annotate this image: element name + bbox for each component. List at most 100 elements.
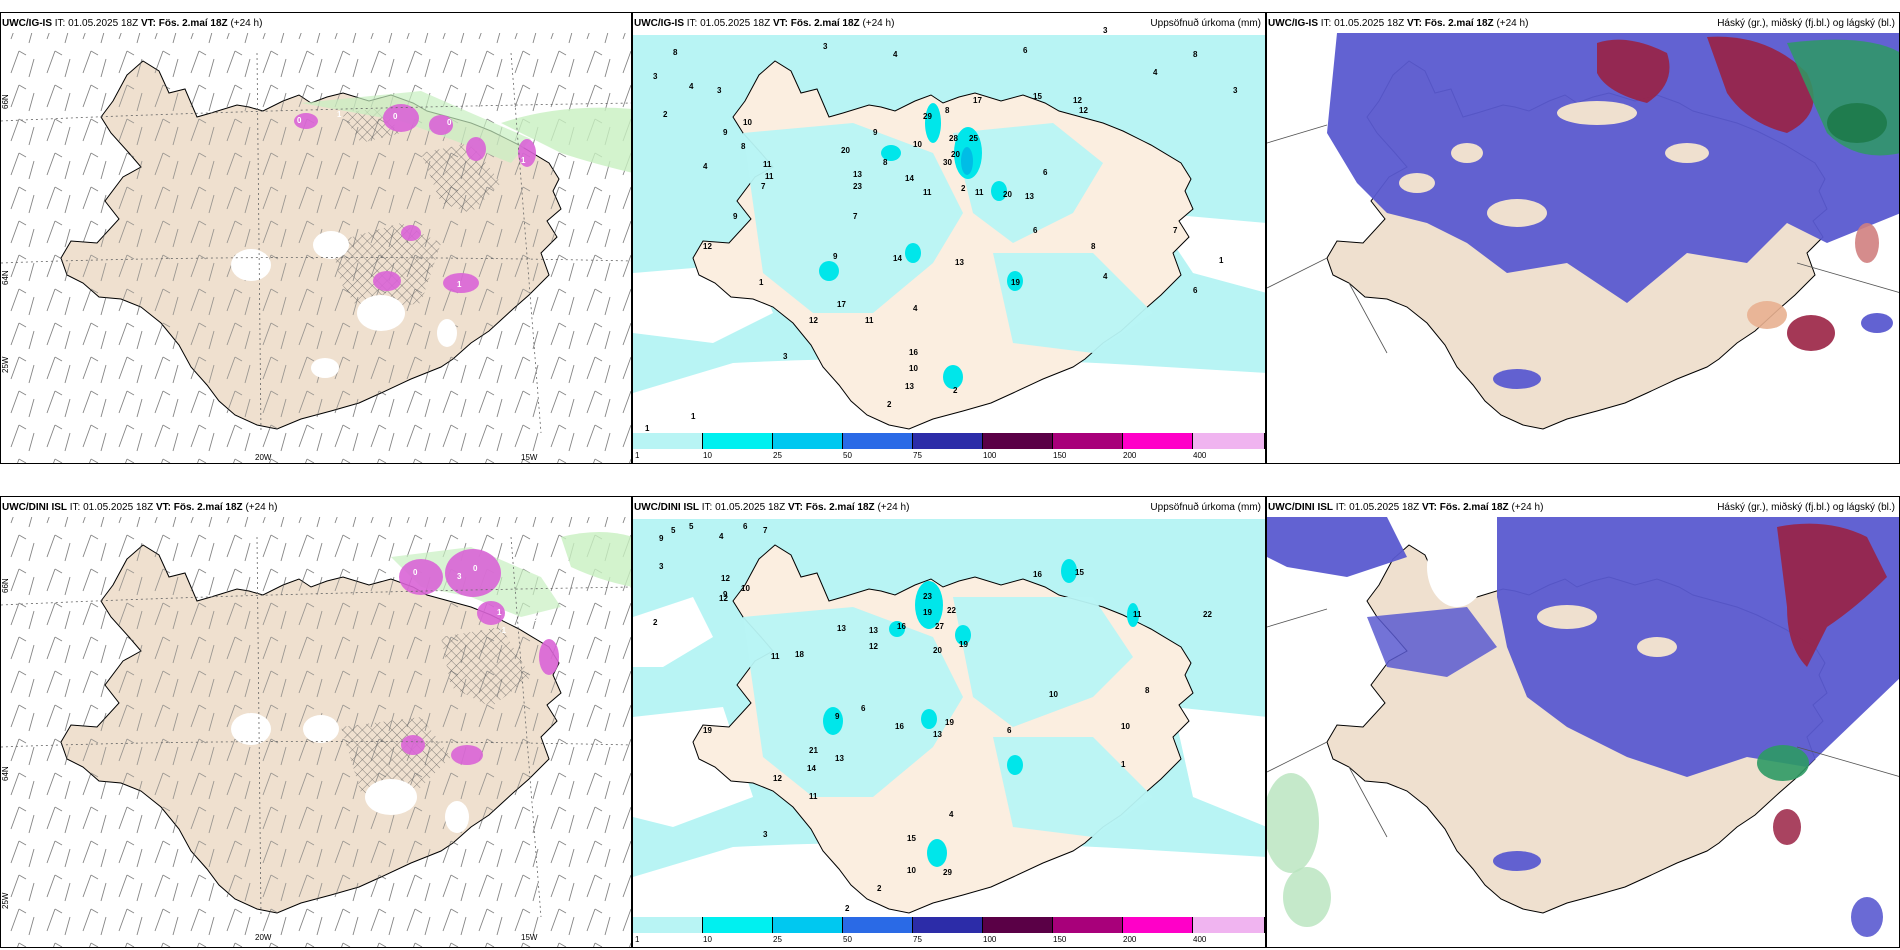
snow-label: -1 xyxy=(499,626,507,635)
precip-map: 9 5 5 6 7 3 4 2 12 10 9 23 19 22 27 16 1… xyxy=(633,519,1265,914)
snow-label: 1 xyxy=(337,110,342,119)
precip-value: 2 xyxy=(961,184,966,193)
precip-value: 6 xyxy=(1007,726,1012,735)
precip-value: 12 xyxy=(809,316,818,325)
precip-value: 4 xyxy=(703,162,708,171)
precip-value: 12 xyxy=(773,774,782,783)
precip-value: 6 xyxy=(743,522,748,531)
lon-label-20w: 20W xyxy=(255,933,272,942)
colorbar-tick: 1 xyxy=(635,935,640,944)
precip-value: 4 xyxy=(893,50,898,59)
colorbar-tick: 75 xyxy=(913,935,922,944)
precip-value: 23 xyxy=(853,182,862,191)
precip-panel-row2: UWC/DINI ISL IT: 01.05.2025 18Z VT: Fös.… xyxy=(632,496,1266,948)
colorbar-cell xyxy=(1053,433,1123,449)
precip-value: 10 xyxy=(907,866,916,875)
precip-value: 7 xyxy=(761,182,766,191)
snow-label: 2 xyxy=(541,624,546,633)
snow-label: 3 xyxy=(457,572,462,581)
precip-value: 13 xyxy=(955,258,964,267)
lat-label-25w: 25W xyxy=(1,892,10,909)
snow-label: 0 xyxy=(393,112,398,121)
precip-value: 19 xyxy=(923,608,932,617)
precip-value: 3 xyxy=(1233,86,1238,95)
colorbar-cell xyxy=(633,917,703,933)
precip-value: 8 xyxy=(1145,686,1150,695)
precip-value: 13 xyxy=(869,626,878,635)
precip-value: 29 xyxy=(943,868,952,877)
cloud-map xyxy=(1267,517,1899,947)
precip-value: 9 xyxy=(873,128,878,137)
precip-value: 21 xyxy=(809,746,818,755)
snow-label: 1 xyxy=(497,608,502,617)
precip-value: 3 xyxy=(653,72,658,81)
colorbar-tick: 100 xyxy=(983,935,997,944)
lat-label-66: 66N xyxy=(1,94,10,109)
panel-title: Háský (gr.), miðský (fj.bl.) og lágský (… xyxy=(1717,18,1895,29)
lat-label-66: 66N xyxy=(1,578,10,593)
precip-value: 9 xyxy=(659,534,664,543)
wind-panel-row1: UWC/IG-IS IT: 01.05.2025 18Z VT: Fös. 2.… xyxy=(0,12,632,464)
precip-value: 3 xyxy=(717,86,722,95)
precip-panel-row1: UWC/IG-IS IT: 01.05.2025 18Z VT: Fös. 2.… xyxy=(632,12,1266,464)
precip-value: 16 xyxy=(895,722,904,731)
panel-title: Uppsöfnuð úrkoma (mm) xyxy=(1150,502,1261,513)
precip-value: 20 xyxy=(933,646,942,655)
lon-label-15w: 15W xyxy=(521,453,538,462)
precip-value: 6 xyxy=(1193,286,1198,295)
precip-value: 12 xyxy=(869,642,878,651)
precip-value: 3 xyxy=(783,352,788,361)
snow-label: 0 xyxy=(413,568,418,577)
wind-map: 0 3 0 2 1 2 -1 xyxy=(1,517,631,947)
precip-value: 13 xyxy=(1025,192,1034,201)
precip-value: 3 xyxy=(1103,26,1108,35)
precip-value: 9 xyxy=(833,252,838,261)
colorbar-tick: 50 xyxy=(843,935,852,944)
precip-value: 9 xyxy=(723,128,728,137)
precip-value: 4 xyxy=(719,532,724,541)
colorbar-cell xyxy=(1053,917,1123,933)
wind-panel-row2: UWC/DINI ISL IT: 01.05.2025 18Z VT: Fös.… xyxy=(0,496,632,948)
precip-value: 4 xyxy=(949,810,954,819)
lat-label-25w: 25W xyxy=(1,356,10,373)
precip-value: 10 xyxy=(909,364,918,373)
precip-value: 8 xyxy=(945,106,950,115)
precip-value: 9 xyxy=(733,212,738,221)
precip-value: 11 xyxy=(865,316,874,325)
precip-value: 9 xyxy=(723,590,728,599)
precip-value: 2 xyxy=(653,618,658,627)
precip-value: 17 xyxy=(837,300,846,309)
precip-value: 6 xyxy=(861,704,866,713)
precip-value: 29 xyxy=(923,112,932,121)
snow-label: 0 xyxy=(447,118,452,127)
precip-value: 28 xyxy=(949,134,958,143)
colorbar-tick: 50 xyxy=(843,451,852,460)
precip-value: 11 xyxy=(765,172,774,181)
lon-label-15w: 15W xyxy=(521,933,538,942)
precip-value: 10 xyxy=(1049,690,1058,699)
panel-header: UWC/DINI ISL IT: 01.05.2025 18Z VT: Fös.… xyxy=(2,502,278,513)
precip-value: 9 xyxy=(835,712,840,721)
panel-header: UWC/IG-IS IT: 01.05.2025 18Z VT: Fös. 2.… xyxy=(1268,18,1529,29)
precip-value: 2 xyxy=(845,904,850,913)
precip-number-labels: 8 3 3 3 4 3 4 6 8 3 4 2 9 10 8 4 11 10 8… xyxy=(645,26,1238,433)
precip-value: 11 xyxy=(1133,610,1142,619)
precip-value: 12 xyxy=(1073,96,1082,105)
precip-value: 11 xyxy=(763,160,772,169)
panel-header: UWC/IG-IS IT: 01.05.2025 18Z VT: Fös. 2.… xyxy=(634,18,895,29)
colorbar-tick: 10 xyxy=(703,935,712,944)
precip-value: 10 xyxy=(913,140,922,149)
precip-value: 20 xyxy=(841,146,850,155)
colorbar-cell xyxy=(913,917,983,933)
precip-value: 16 xyxy=(909,348,918,357)
precip-value: 30 xyxy=(943,158,952,167)
precip-value: 16 xyxy=(1033,570,1042,579)
precip-value: 13 xyxy=(837,624,846,633)
colorbar-tick: 1 xyxy=(635,451,640,460)
precip-value: 14 xyxy=(905,174,914,183)
precip-value: 13 xyxy=(905,382,914,391)
precip-value: 11 xyxy=(809,792,818,801)
precip-value: 13 xyxy=(835,754,844,763)
colorbar-tick: 400 xyxy=(1193,935,1207,944)
precip-value: 12 xyxy=(1079,106,1088,115)
